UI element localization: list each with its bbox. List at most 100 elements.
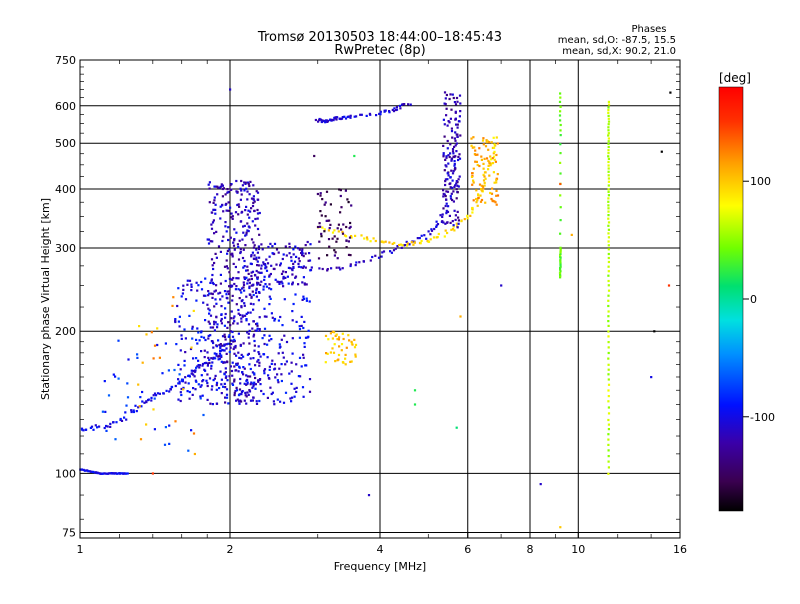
- cluster-point: [235, 285, 238, 288]
- cluster-point: [282, 285, 285, 288]
- cluster-point: [307, 329, 310, 332]
- cluster-point: [256, 191, 260, 194]
- cluster-point: [255, 402, 259, 405]
- cluster-point: [443, 91, 447, 94]
- trace-point: [279, 264, 282, 267]
- trace-point: [349, 114, 352, 117]
- cluster-point: [292, 262, 295, 265]
- trace-point: [403, 103, 406, 106]
- cluster-point: [247, 272, 250, 275]
- trace-point: [135, 410, 138, 413]
- cluster-point: [230, 310, 233, 313]
- cluster-point: [258, 316, 261, 319]
- cluster-point: [216, 323, 219, 326]
- trace-point: [559, 276, 562, 279]
- cluster-point: [338, 345, 341, 348]
- cluster-point: [180, 337, 183, 340]
- cluster-point: [269, 242, 272, 245]
- cluster-point: [458, 175, 461, 178]
- trace-point: [559, 265, 562, 268]
- cluster-point: [215, 388, 218, 391]
- cluster-point: [207, 307, 210, 310]
- cluster-point: [258, 291, 261, 294]
- colorbar-tick-label: 100: [750, 175, 771, 188]
- cluster-point: [279, 345, 282, 348]
- cluster-point: [238, 366, 241, 369]
- cluster-point: [266, 343, 269, 346]
- cluster-point: [252, 385, 255, 388]
- cluster-point: [222, 210, 225, 213]
- cluster-point: [255, 287, 258, 290]
- trace-point: [275, 263, 278, 266]
- cluster-point: [212, 282, 215, 286]
- cluster-point: [215, 256, 218, 259]
- cluster-point: [482, 137, 485, 140]
- trace-point: [607, 111, 610, 114]
- cluster-point: [248, 329, 251, 332]
- cluster-point: [182, 388, 185, 391]
- trace-point: [215, 352, 218, 356]
- trace-point: [607, 357, 610, 360]
- cluster-point: [209, 240, 212, 243]
- cluster-point: [227, 238, 230, 242]
- cluster-point: [290, 256, 293, 259]
- trace-point: [452, 170, 455, 173]
- cluster-point: [344, 357, 347, 360]
- cluster-point: [271, 252, 274, 255]
- cluster-point: [453, 209, 456, 212]
- cluster-point: [184, 337, 187, 340]
- cluster-point: [243, 181, 246, 184]
- trace-point: [607, 466, 610, 469]
- cluster-point: [184, 351, 187, 354]
- cluster-point: [451, 93, 454, 96]
- cluster-point: [186, 390, 189, 393]
- trace-point: [130, 409, 133, 412]
- trace-point: [336, 116, 339, 119]
- cluster-point: [194, 388, 197, 391]
- cluster-point: [235, 179, 238, 183]
- cluster-point: [486, 140, 489, 143]
- cluster-point: [227, 335, 230, 338]
- cluster-point: [233, 340, 236, 343]
- trace-point: [607, 341, 610, 344]
- trace-point: [143, 401, 146, 404]
- cluster-point: [190, 289, 193, 292]
- trace-point: [456, 126, 459, 129]
- cluster-point: [451, 172, 455, 175]
- trace-point: [453, 160, 456, 163]
- cluster-point: [253, 339, 256, 343]
- cluster-point: [211, 403, 214, 406]
- trace-point: [401, 244, 404, 247]
- cluster-point: [250, 274, 253, 278]
- cluster-point: [266, 262, 270, 265]
- cluster-point: [152, 357, 155, 360]
- cluster-point: [242, 342, 245, 345]
- cluster-point: [472, 181, 475, 184]
- cluster-point: [247, 209, 250, 212]
- scatter-point: [413, 389, 417, 392]
- trace-point: [114, 472, 117, 475]
- cluster-point: [452, 155, 455, 158]
- cluster-point: [231, 361, 234, 364]
- cluster-point: [254, 383, 257, 386]
- cluster-point: [290, 259, 293, 262]
- trace-point: [559, 255, 562, 258]
- trace-point: [491, 146, 494, 149]
- cluster-point: [324, 201, 327, 204]
- cluster-point: [495, 194, 498, 197]
- cluster-point: [225, 396, 229, 399]
- cluster-point: [221, 295, 224, 298]
- cluster-point: [245, 269, 248, 272]
- cluster-point: [168, 442, 171, 445]
- cluster-point: [224, 307, 227, 310]
- trace-point: [607, 174, 610, 177]
- cluster-point: [194, 370, 197, 373]
- cluster-point: [252, 195, 255, 198]
- trace-point: [483, 184, 486, 187]
- cluster-point: [345, 225, 348, 229]
- cluster-point: [232, 276, 235, 280]
- phase-stats-o: mean, sd,O: -87.5, 15.5: [558, 35, 676, 46]
- cluster-point: [445, 156, 448, 159]
- trace-point: [333, 229, 336, 232]
